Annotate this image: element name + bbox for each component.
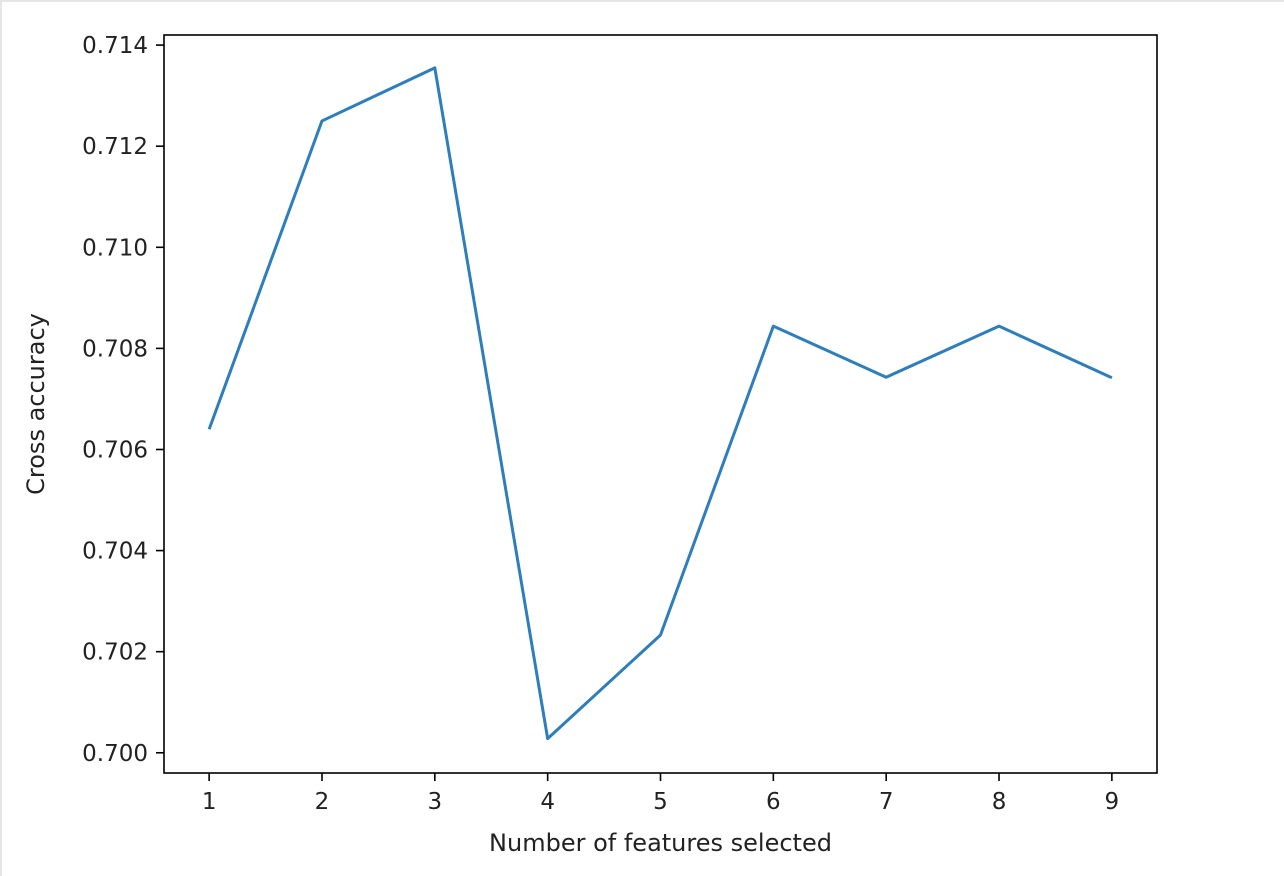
x-tick-label: 7 bbox=[879, 789, 894, 815]
x-tick-label: 9 bbox=[1105, 789, 1120, 815]
y-tick-label: 0.712 bbox=[82, 134, 148, 160]
figure-border-top bbox=[0, 0, 1284, 2]
y-axis-ticks: 0.700 0.702 0.704 0.706 0.708 0.710 0.712 0.714 bbox=[82, 33, 164, 767]
x-tick-label: 1 bbox=[202, 789, 217, 815]
x-axis-label: Number of features selected bbox=[489, 829, 832, 857]
y-axis-label: Cross accuracy bbox=[22, 313, 50, 495]
x-tick-label: 5 bbox=[653, 789, 668, 815]
y-tick-label: 0.708 bbox=[82, 336, 148, 362]
plot-frame bbox=[163, 34, 1158, 774]
y-tick-label: 0.714 bbox=[82, 33, 148, 59]
x-tick-label: 4 bbox=[540, 789, 555, 815]
y-tick-label: 0.706 bbox=[82, 437, 148, 463]
x-tick-label: 6 bbox=[766, 789, 781, 815]
y-tick-label: 0.700 bbox=[82, 741, 148, 767]
x-tick-label: 2 bbox=[315, 789, 330, 815]
y-tick-label: 0.702 bbox=[82, 640, 148, 666]
y-tick-label: 0.710 bbox=[82, 235, 148, 261]
x-axis-ticks: 1 2 3 4 5 6 7 8 9 bbox=[202, 773, 1119, 815]
x-tick-label: 3 bbox=[427, 789, 442, 815]
y-tick-label: 0.704 bbox=[82, 539, 148, 565]
figure-border-left bbox=[0, 0, 2, 876]
x-tick-label: 8 bbox=[992, 789, 1007, 815]
series-line bbox=[207, 66, 1113, 741]
